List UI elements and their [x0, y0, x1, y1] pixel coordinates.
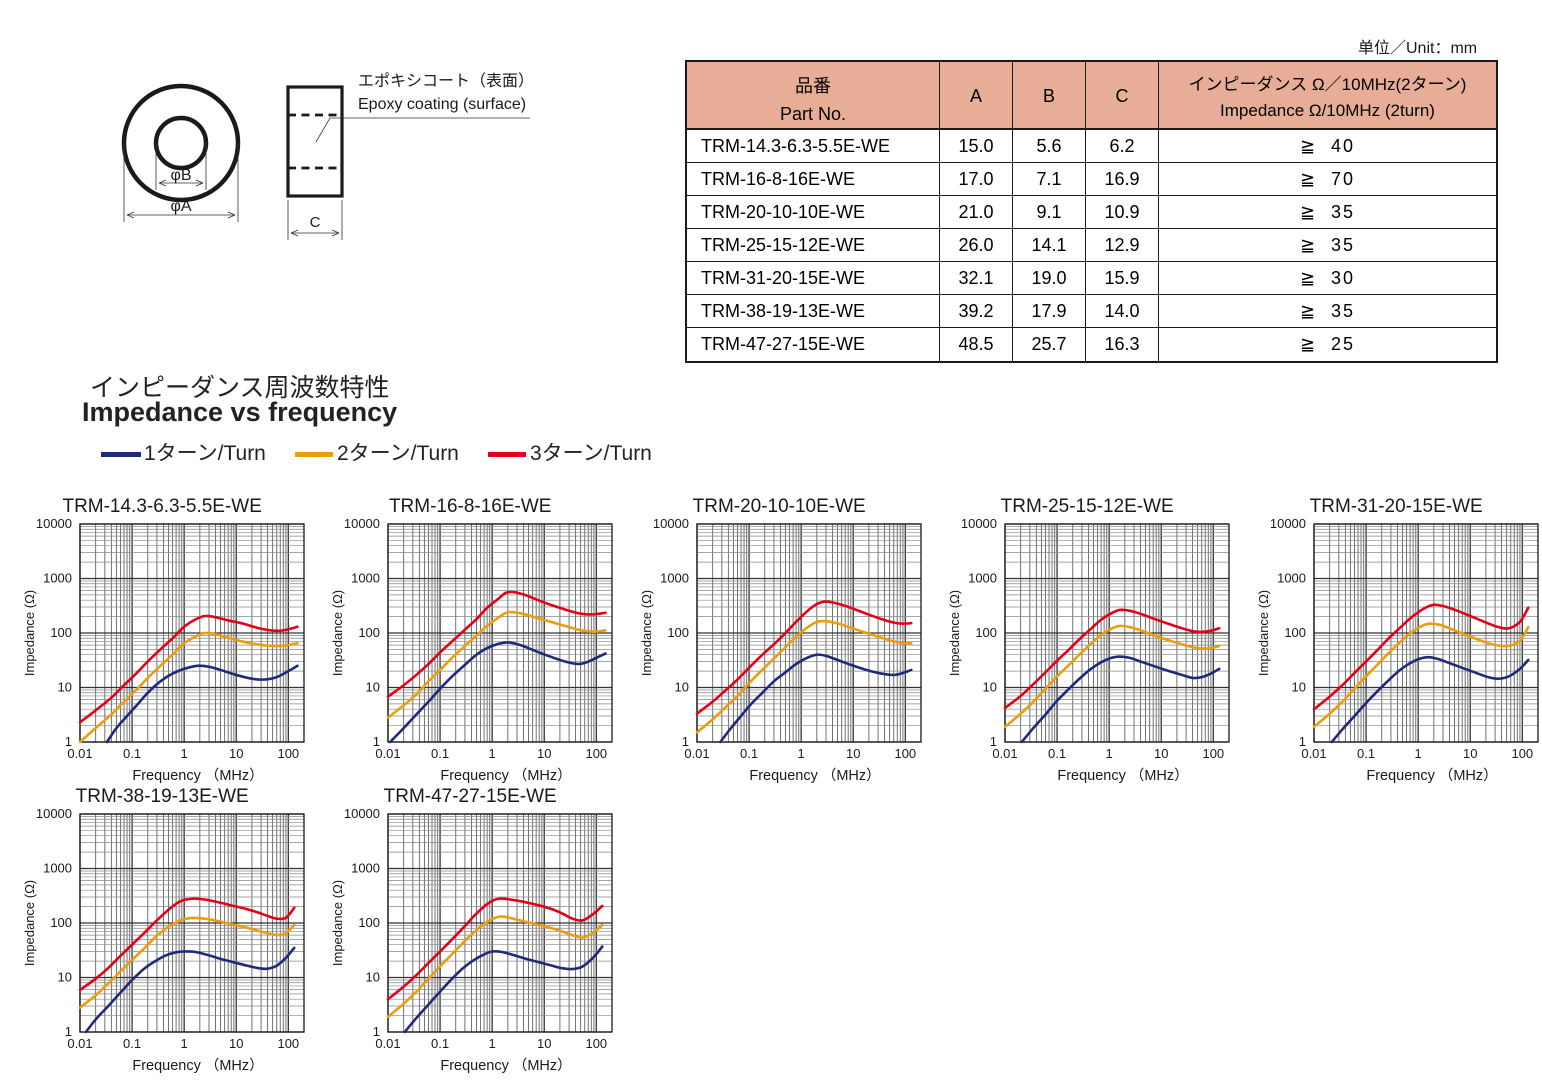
- svg-text:1000: 1000: [43, 571, 72, 586]
- svg-text:1: 1: [489, 746, 496, 761]
- svg-text:Impedance (Ω): Impedance (Ω): [22, 590, 37, 676]
- svg-text:10: 10: [1154, 746, 1168, 761]
- svg-text:1000: 1000: [1277, 571, 1306, 586]
- svg-text:10: 10: [229, 1036, 243, 1051]
- svg-text:10: 10: [537, 1036, 551, 1051]
- svg-text:1000: 1000: [351, 571, 380, 586]
- svg-text:100: 100: [976, 625, 998, 640]
- svg-text:Frequency （MHz）: Frequency （MHz）: [132, 1057, 263, 1074]
- svg-text:10: 10: [983, 679, 997, 694]
- svg-text:100: 100: [1203, 746, 1225, 761]
- svg-text:10: 10: [366, 679, 380, 694]
- svg-text:0.01: 0.01: [993, 746, 1018, 761]
- svg-text:0.1: 0.1: [431, 746, 449, 761]
- svg-text:0.1: 0.1: [123, 1036, 141, 1051]
- svg-text:TRM-14.3-6.3-5.5E-WE: TRM-14.3-6.3-5.5E-WE: [62, 496, 261, 517]
- svg-text:10000: 10000: [36, 806, 72, 821]
- svg-text:Impedance (Ω): Impedance (Ω): [1256, 590, 1271, 676]
- svg-text:TRM-16-8-16E-WE: TRM-16-8-16E-WE: [389, 496, 551, 517]
- svg-text:Frequency （MHz）: Frequency （MHz）: [441, 1057, 572, 1074]
- svg-text:1000: 1000: [351, 861, 380, 876]
- svg-text:100: 100: [359, 915, 381, 930]
- svg-text:Impedance (Ω): Impedance (Ω): [947, 590, 962, 676]
- svg-text:Impedance (Ω): Impedance (Ω): [639, 590, 654, 676]
- svg-text:100: 100: [1511, 746, 1533, 761]
- svg-text:Impedance (Ω): Impedance (Ω): [330, 590, 345, 676]
- svg-text:C: C: [310, 214, 321, 231]
- svg-text:Impedance (Ω): Impedance (Ω): [22, 880, 37, 966]
- svg-text:0.01: 0.01: [376, 746, 401, 761]
- svg-text:0.01: 0.01: [376, 1036, 401, 1051]
- svg-text:100: 100: [586, 746, 608, 761]
- svg-text:10: 10: [674, 679, 688, 694]
- svg-text:Impedance (Ω): Impedance (Ω): [330, 880, 345, 966]
- svg-text:1000: 1000: [660, 571, 689, 586]
- svg-text:10: 10: [846, 746, 860, 761]
- svg-text:10000: 10000: [36, 516, 72, 531]
- svg-text:1000: 1000: [968, 571, 997, 586]
- svg-text:100: 100: [1284, 625, 1306, 640]
- svg-text:10000: 10000: [1269, 516, 1305, 531]
- svg-text:100: 100: [586, 1036, 608, 1051]
- svg-text:10: 10: [58, 969, 72, 984]
- svg-text:1: 1: [181, 746, 188, 761]
- svg-text:TRM-20-10-10E-WE: TRM-20-10-10E-WE: [692, 496, 865, 517]
- svg-text:10: 10: [366, 969, 380, 984]
- svg-text:10: 10: [58, 679, 72, 694]
- svg-text:0.1: 0.1: [123, 746, 141, 761]
- svg-text:1: 1: [181, 1036, 188, 1051]
- svg-text:10000: 10000: [344, 806, 380, 821]
- svg-text:1: 1: [1106, 746, 1113, 761]
- svg-text:1: 1: [797, 746, 804, 761]
- svg-text:0.1: 0.1: [1048, 746, 1066, 761]
- svg-text:10: 10: [537, 746, 551, 761]
- svg-text:0.1: 0.1: [740, 746, 758, 761]
- svg-text:0.01: 0.01: [67, 1036, 92, 1051]
- svg-text:10: 10: [1291, 679, 1305, 694]
- svg-text:TRM-31-20-15E-WE: TRM-31-20-15E-WE: [1309, 496, 1482, 517]
- svg-text:100: 100: [277, 746, 299, 761]
- svg-text:10000: 10000: [344, 516, 380, 531]
- svg-text:10000: 10000: [653, 516, 689, 531]
- svg-text:φA: φA: [170, 198, 191, 215]
- svg-text:100: 100: [667, 625, 689, 640]
- svg-text:100: 100: [359, 625, 381, 640]
- svg-text:100: 100: [277, 1036, 299, 1051]
- svg-text:TRM-25-15-12E-WE: TRM-25-15-12E-WE: [1001, 496, 1174, 517]
- svg-text:0.01: 0.01: [67, 746, 92, 761]
- svg-text:10: 10: [229, 746, 243, 761]
- svg-text:0.1: 0.1: [1357, 746, 1375, 761]
- svg-text:10: 10: [1463, 746, 1477, 761]
- svg-text:100: 100: [894, 746, 916, 761]
- svg-text:10000: 10000: [961, 516, 997, 531]
- svg-text:100: 100: [50, 915, 72, 930]
- svg-text:Frequency （MHz）: Frequency （MHz）: [749, 767, 880, 784]
- svg-text:Frequency （MHz）: Frequency （MHz）: [1366, 767, 1497, 784]
- svg-text:1: 1: [1414, 746, 1421, 761]
- svg-text:0.01: 0.01: [684, 746, 709, 761]
- svg-text:TRM-47-27-15E-WE: TRM-47-27-15E-WE: [384, 786, 557, 807]
- svg-text:TRM-38-19-13E-WE: TRM-38-19-13E-WE: [76, 786, 249, 807]
- svg-text:100: 100: [50, 625, 72, 640]
- svg-text:1: 1: [489, 1036, 496, 1051]
- svg-text:φB: φB: [170, 167, 191, 184]
- svg-text:0.1: 0.1: [431, 1036, 449, 1051]
- svg-text:Frequency （MHz）: Frequency （MHz）: [1058, 767, 1189, 784]
- svg-text:1000: 1000: [43, 861, 72, 876]
- svg-text:0.01: 0.01: [1301, 746, 1326, 761]
